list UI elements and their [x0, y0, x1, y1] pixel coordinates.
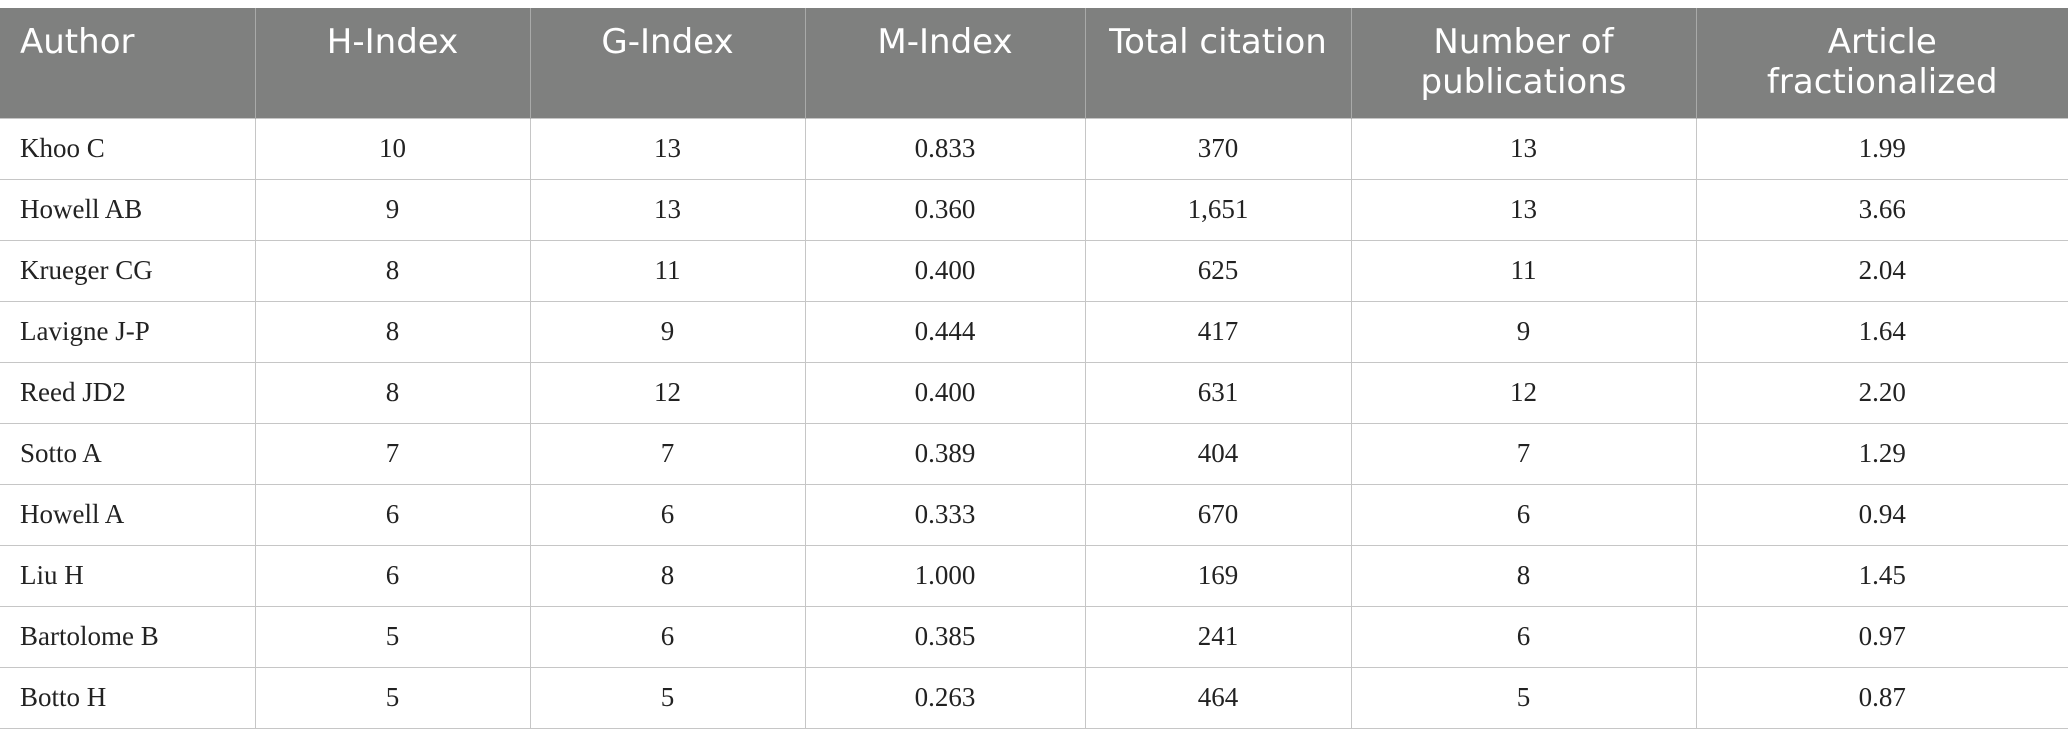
cell-author: Bartolome B — [0, 605, 256, 668]
cell-author: Lavigne J-P — [0, 300, 256, 363]
cell-m-index: 0.385 — [804, 605, 1086, 668]
header-m-index: M-Index — [804, 8, 1086, 118]
cell-h-index: 7 — [254, 422, 531, 485]
cell-h-index: 9 — [254, 178, 531, 241]
table-header: Author H-Index G-Index M-Index Total cit… — [0, 8, 2068, 118]
table-row: Liu H 6 8 1.000 169 8 1.45 — [0, 544, 2068, 607]
cell-g-index: 5 — [529, 666, 806, 729]
header-h-index: H-Index — [254, 8, 531, 118]
cell-article-fractionalized: 1.99 — [1695, 117, 2068, 180]
cell-g-index: 7 — [529, 422, 806, 485]
cell-number-of-publications: 12 — [1350, 361, 1697, 424]
table-row: Krueger CG 8 11 0.400 625 11 2.04 — [0, 239, 2068, 302]
cell-author: Khoo C — [0, 117, 256, 180]
cell-article-fractionalized: 1.29 — [1695, 422, 2068, 485]
header-number-of-publications: Number of publications — [1350, 8, 1697, 118]
cell-m-index: 0.833 — [804, 117, 1086, 180]
table-row: Lavigne J-P 8 9 0.444 417 9 1.64 — [0, 300, 2068, 363]
cell-m-index: 0.400 — [804, 239, 1086, 302]
cell-article-fractionalized: 2.04 — [1695, 239, 2068, 302]
cell-total-citation: 1,651 — [1084, 178, 1352, 241]
cell-h-index: 5 — [254, 666, 531, 729]
table-row: Khoo C 10 13 0.833 370 13 1.99 — [0, 117, 2068, 180]
cell-m-index: 0.263 — [804, 666, 1086, 729]
cell-total-citation: 417 — [1084, 300, 1352, 363]
cell-number-of-publications: 5 — [1350, 666, 1697, 729]
cell-g-index: 13 — [529, 117, 806, 180]
cell-total-citation: 625 — [1084, 239, 1352, 302]
cell-article-fractionalized: 1.45 — [1695, 544, 2068, 607]
cell-m-index: 1.000 — [804, 544, 1086, 607]
cell-number-of-publications: 8 — [1350, 544, 1697, 607]
cell-article-fractionalized: 3.66 — [1695, 178, 2068, 241]
cell-number-of-publications: 13 — [1350, 178, 1697, 241]
cell-total-citation: 169 — [1084, 544, 1352, 607]
cell-m-index: 0.389 — [804, 422, 1086, 485]
cell-author: Howell A — [0, 483, 256, 546]
header-total-citation: Total citation — [1084, 8, 1352, 118]
cell-g-index: 13 — [529, 178, 806, 241]
cell-author: Sotto A — [0, 422, 256, 485]
cell-author: Howell AB — [0, 178, 256, 241]
author-metrics-table: Author H-Index G-Index M-Index Total cit… — [0, 8, 2068, 729]
cell-author: Krueger CG — [0, 239, 256, 302]
cell-number-of-publications: 13 — [1350, 117, 1697, 180]
cell-author: Liu H — [0, 544, 256, 607]
cell-article-fractionalized: 0.97 — [1695, 605, 2068, 668]
cell-h-index: 8 — [254, 300, 531, 363]
header-author: Author — [0, 8, 256, 118]
header-g-index: G-Index — [529, 8, 806, 118]
cell-article-fractionalized: 0.87 — [1695, 666, 2068, 729]
header-article-fractionalized: Article fractionalized — [1695, 8, 2068, 118]
cell-m-index: 0.400 — [804, 361, 1086, 424]
cell-g-index: 12 — [529, 361, 806, 424]
cell-author: Botto H — [0, 666, 256, 729]
cell-m-index: 0.333 — [804, 483, 1086, 546]
table-row: Howell A 6 6 0.333 670 6 0.94 — [0, 483, 2068, 546]
cell-h-index: 6 — [254, 544, 531, 607]
table-row: Sotto A 7 7 0.389 404 7 1.29 — [0, 422, 2068, 485]
table-row: Botto H 5 5 0.263 464 5 0.87 — [0, 666, 2068, 729]
cell-g-index: 6 — [529, 605, 806, 668]
cell-number-of-publications: 6 — [1350, 605, 1697, 668]
cell-total-citation: 464 — [1084, 666, 1352, 729]
cell-m-index: 0.444 — [804, 300, 1086, 363]
author-metrics-table-container: Author H-Index G-Index M-Index Total cit… — [0, 8, 2068, 729]
cell-author: Reed JD2 — [0, 361, 256, 424]
cell-number-of-publications: 6 — [1350, 483, 1697, 546]
cell-g-index: 6 — [529, 483, 806, 546]
cell-h-index: 5 — [254, 605, 531, 668]
cell-total-citation: 370 — [1084, 117, 1352, 180]
table-body: Khoo C 10 13 0.833 370 13 1.99 Howell AB… — [0, 117, 2068, 729]
cell-total-citation: 670 — [1084, 483, 1352, 546]
cell-g-index: 11 — [529, 239, 806, 302]
cell-h-index: 10 — [254, 117, 531, 180]
header-row: Author H-Index G-Index M-Index Total cit… — [0, 8, 2068, 118]
cell-g-index: 8 — [529, 544, 806, 607]
cell-h-index: 6 — [254, 483, 531, 546]
cell-h-index: 8 — [254, 361, 531, 424]
table-row: Bartolome B 5 6 0.385 241 6 0.97 — [0, 605, 2068, 668]
cell-article-fractionalized: 0.94 — [1695, 483, 2068, 546]
cell-total-citation: 241 — [1084, 605, 1352, 668]
cell-number-of-publications: 11 — [1350, 239, 1697, 302]
cell-total-citation: 404 — [1084, 422, 1352, 485]
cell-g-index: 9 — [529, 300, 806, 363]
cell-article-fractionalized: 2.20 — [1695, 361, 2068, 424]
cell-total-citation: 631 — [1084, 361, 1352, 424]
cell-article-fractionalized: 1.64 — [1695, 300, 2068, 363]
cell-m-index: 0.360 — [804, 178, 1086, 241]
cell-number-of-publications: 9 — [1350, 300, 1697, 363]
table-row: Howell AB 9 13 0.360 1,651 13 3.66 — [0, 178, 2068, 241]
table-row: Reed JD2 8 12 0.400 631 12 2.20 — [0, 361, 2068, 424]
cell-number-of-publications: 7 — [1350, 422, 1697, 485]
cell-h-index: 8 — [254, 239, 531, 302]
